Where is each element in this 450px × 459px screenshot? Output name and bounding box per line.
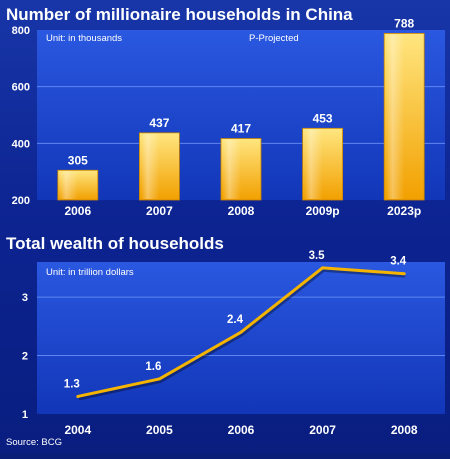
line-y-tick-label: 1 — [22, 409, 28, 421]
bar-value-labels: 305 437 417 453 788 — [68, 16, 415, 167]
bar-y-tick-label: 200 — [12, 195, 30, 207]
line-point-2004 — [76, 394, 80, 398]
bar-value-label: 305 — [68, 153, 88, 167]
bar-value-label: 788 — [394, 16, 414, 30]
source-note: Source: BCG — [6, 437, 62, 448]
bar-unit-note: Unit: in thousands — [46, 33, 122, 44]
bar-series — [57, 33, 425, 201]
line-x-tick-label: 2007 — [309, 423, 336, 437]
line-y-tick-label: 2 — [22, 351, 28, 363]
bar-x-tick-label: 2006 — [64, 204, 91, 218]
line-point-2007 — [321, 266, 325, 270]
bar-x-tick-label: 2009p — [306, 204, 340, 218]
bar-highlight — [223, 139, 241, 199]
line-chart-title: Total wealth of households — [6, 234, 224, 253]
line-series — [76, 266, 406, 401]
line-value-label: 3.4 — [390, 256, 407, 268]
line-x-tick-label: 2008 — [391, 423, 418, 437]
line-point-2006 — [239, 330, 243, 334]
bar-x-tick-label: 2023p — [387, 204, 421, 218]
line-x-tick-label: 2006 — [228, 423, 255, 437]
line-value-label: 2.4 — [227, 314, 244, 326]
line-y-tick-labels: 1 2 3 — [22, 292, 28, 421]
bar-highlight — [386, 34, 405, 200]
line-y-tick-label: 3 — [22, 292, 28, 304]
line-point-2008 — [402, 272, 406, 276]
line-point-2005 — [157, 377, 161, 381]
bar-highlight — [304, 129, 323, 199]
bar-value-label: 453 — [313, 111, 333, 125]
bar-projection-note: P-Projected — [249, 33, 299, 44]
line-value-label: 1.3 — [64, 378, 80, 390]
line-x-tick-labels: 2004 2005 2006 2007 2008 — [64, 423, 417, 437]
bar-highlight — [141, 133, 160, 199]
line-value-label: 1.6 — [145, 361, 161, 373]
bar-y-tick-label: 800 — [12, 25, 30, 37]
bar-x-tick-labels: 2006 2007 2008 2009p 2023p — [64, 204, 421, 218]
bar-value-label: 417 — [231, 122, 251, 136]
bar-x-tick-label: 2007 — [146, 204, 173, 218]
bar-chart-title: Number of millionaire households in Chin… — [6, 5, 353, 24]
bar-y-tick-labels: 200 400 600 800 — [12, 25, 30, 207]
bar-y-tick-label: 600 — [12, 82, 30, 94]
line-shadow — [78, 267, 406, 401]
line-plot-area — [37, 262, 445, 414]
line-value-label: 3.5 — [309, 250, 326, 262]
line-gridlines — [37, 296, 445, 357]
bar-highlight — [59, 171, 78, 199]
line-value-labels: 1.3 1.6 2.4 3.5 3.4 — [64, 250, 407, 391]
line-x-tick-label: 2004 — [64, 423, 91, 437]
line-x-tick-label: 2005 — [146, 423, 173, 437]
line-unit-note: Unit: in trillion dollars — [46, 267, 134, 278]
bar-y-tick-label: 400 — [12, 138, 30, 150]
bar-x-tick-label: 2008 — [228, 204, 255, 218]
bar-value-label: 437 — [149, 116, 169, 130]
